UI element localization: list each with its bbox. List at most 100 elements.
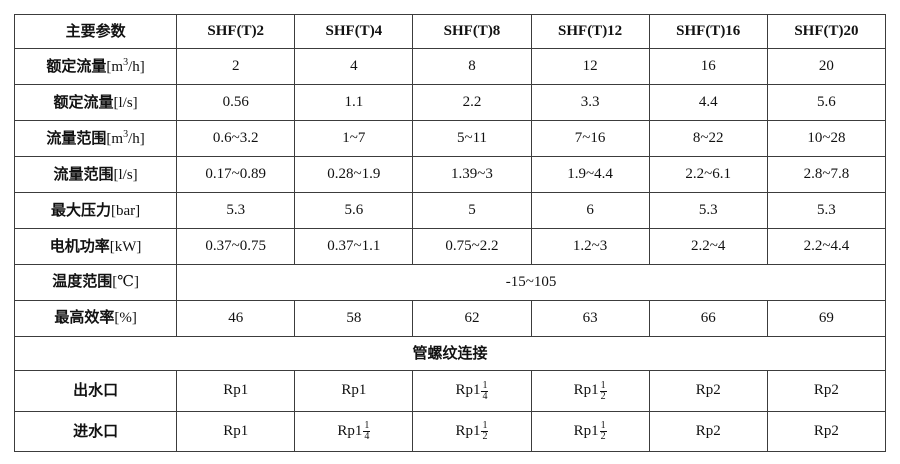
row-label-rated-flow-m3h: 额定流量[m3/h] bbox=[13, 48, 178, 86]
cell-max-efficiency-pct-m20: 69 bbox=[766, 300, 887, 338]
label-unit: [℃] bbox=[112, 274, 139, 291]
row-label-max-efficiency-pct: 最高效率[%] bbox=[13, 300, 178, 338]
cell-max-efficiency-pct-m8: 62 bbox=[412, 300, 532, 338]
specification-table: 主要参数 SHF(T)2 SHF(T)4 SHF(T)8 SHF(T)12 SHF(T)1… bbox=[13, 13, 887, 453]
row-label-max-pressure-bar: 最大压力[bar] bbox=[13, 192, 178, 230]
row-label-motor-power-kw: 电机功率[kW] bbox=[13, 228, 178, 266]
fraction-denominator: 2 bbox=[482, 430, 488, 442]
thread-size: Rp1 1 4 bbox=[337, 420, 371, 442]
cell-rated-flow-ls-m20: 5.6 bbox=[766, 84, 887, 122]
cell-water-outlet-m16: Rp2 bbox=[648, 370, 768, 412]
cell-flow-range-ls-m8: 1.39~3 bbox=[412, 156, 532, 194]
label-unit-close: /h] bbox=[128, 130, 145, 147]
label-text: 最高效率 bbox=[54, 309, 115, 327]
column-header-m2: SHF(T)2 bbox=[176, 13, 296, 50]
table-header-row: 主要参数 SHF(T)2 SHF(T)4 SHF(T)8 SHF(T)12 SHF(T)1… bbox=[13, 13, 887, 50]
table-row: 电机功率[kW] 0.37~0.75 0.37~1.1 0.75~2.2 1.2~3 2.… bbox=[13, 228, 887, 266]
cell-flow-range-ls-m4: 0.28~1.9 bbox=[294, 156, 414, 194]
cell-motor-power-kw-m20: 2.2~4.4 bbox=[766, 228, 887, 266]
fraction-numerator: 1 bbox=[481, 419, 489, 432]
cell-water-inlet-m4: Rp1 1 4 bbox=[294, 410, 414, 453]
cell-flow-range-m3h-m20: 10~28 bbox=[766, 120, 887, 158]
cell-max-efficiency-pct-m12: 63 bbox=[530, 300, 650, 338]
row-label-rated-flow-ls: 额定流量[l/s] bbox=[13, 84, 178, 122]
cell-max-efficiency-pct-m2: 46 bbox=[176, 300, 296, 338]
cell-flow-range-m3h-m2: 0.6~3.2 bbox=[176, 120, 296, 158]
cell-temperature-range-span: -15~105 bbox=[176, 264, 886, 302]
thread-size: Rp1 1 2 bbox=[573, 419, 607, 442]
label-text: 额定流量 bbox=[53, 93, 114, 111]
label-text: 最大压力 bbox=[51, 201, 112, 219]
cell-rated-flow-ls-m4: 1.1 bbox=[294, 84, 414, 122]
cell-flow-range-m3h-m12: 7~16 bbox=[530, 120, 650, 158]
cell-water-inlet-m16: Rp2 bbox=[648, 410, 768, 453]
cell-rated-flow-m3h-m16: 16 bbox=[648, 48, 768, 86]
thread-size: Rp2 bbox=[814, 423, 839, 440]
thread-base: Rp1 bbox=[573, 382, 599, 399]
thread-size: Rp2 bbox=[814, 382, 839, 399]
thread-base: Rp1 bbox=[223, 422, 249, 439]
fraction-denominator: 4 bbox=[482, 390, 488, 402]
unit-exponent: 3 bbox=[123, 128, 129, 140]
label-text: 温度范围 bbox=[52, 273, 113, 291]
label-text: 电机功率 bbox=[49, 237, 110, 255]
thread-base: Rp1 bbox=[223, 382, 249, 399]
cell-flow-range-ls-m12: 1.9~4.4 bbox=[530, 156, 650, 194]
cell-rated-flow-ls-m8: 2.2 bbox=[412, 84, 532, 122]
thread-base: Rp1 bbox=[455, 422, 481, 439]
cell-rated-flow-m3h-m8: 8 bbox=[412, 48, 532, 86]
section-title-thread-connection: 管螺纹连接 bbox=[14, 336, 886, 372]
column-header-m20: SHF(T)20 bbox=[766, 13, 887, 50]
thread-size: Rp1 bbox=[341, 382, 366, 399]
cell-motor-power-kw-m8: 0.75~2.2 bbox=[412, 228, 532, 266]
thread-base: Rp2 bbox=[695, 422, 721, 439]
table-row: 出水口 Rp1 Rp1 Rp1 1 4 Rp1 1 2 Rp2 Rp2 bbox=[13, 370, 887, 412]
thread-size: Rp1 bbox=[223, 382, 248, 399]
cell-flow-range-m3h-m8: 5~11 bbox=[412, 120, 532, 158]
cell-water-outlet-m12: Rp1 1 2 bbox=[530, 370, 650, 412]
thread-base: Rp1 bbox=[337, 422, 363, 439]
label-unit: [kW] bbox=[109, 238, 142, 255]
thread-size: Rp1 1 2 bbox=[573, 379, 607, 402]
column-header-m12: SHF(T)12 bbox=[530, 13, 650, 50]
table-row: 额定流量[l/s] 0.56 1.1 2.2 3.3 4.4 5.6 bbox=[13, 84, 887, 122]
column-header-m4: SHF(T)4 bbox=[294, 13, 414, 50]
cell-flow-range-ls-m16: 2.2~6.1 bbox=[648, 156, 768, 194]
thread-base: Rp1 bbox=[573, 422, 599, 439]
cell-rated-flow-m3h-m20: 20 bbox=[766, 48, 887, 86]
fraction-numerator: 1 bbox=[599, 419, 607, 432]
table-row: 流量范围[m3/h] 0.6~3.2 1~7 5~11 7~16 8~22 10~28 bbox=[13, 120, 887, 158]
row-label-flow-range-ls: 流量范围[l/s] bbox=[13, 156, 178, 194]
row-label-water-outlet: 出水口 bbox=[13, 370, 178, 412]
cell-max-efficiency-pct-m4: 58 bbox=[294, 300, 414, 338]
fraction-numerator: 1 bbox=[599, 379, 607, 392]
cell-max-pressure-bar-m20: 5.3 bbox=[766, 192, 887, 230]
cell-max-pressure-bar-m12: 6 bbox=[530, 192, 650, 230]
cell-water-inlet-m8: Rp1 1 2 bbox=[412, 410, 532, 453]
fraction-numerator: 1 bbox=[481, 379, 489, 392]
fraction-denominator: 2 bbox=[600, 390, 606, 402]
cell-rated-flow-m3h-m12: 12 bbox=[530, 48, 650, 86]
cell-water-outlet-m8: Rp1 1 4 bbox=[412, 370, 532, 412]
label-unit: [bar] bbox=[111, 202, 141, 219]
section-title-row: 管螺纹连接 bbox=[14, 336, 886, 372]
cell-rated-flow-m3h-m2: 2 bbox=[176, 48, 296, 86]
cell-max-pressure-bar-m16: 5.3 bbox=[648, 192, 768, 230]
label-unit: [l/s] bbox=[113, 166, 138, 183]
thread-size: Rp1 1 2 bbox=[455, 419, 489, 442]
cell-water-outlet-m2: Rp1 bbox=[176, 370, 296, 412]
cell-max-pressure-bar-m4: 5.6 bbox=[294, 192, 414, 230]
cell-water-inlet-m20: Rp2 bbox=[766, 410, 887, 453]
label-unit: [%] bbox=[114, 310, 137, 327]
thread-base: Rp1 bbox=[341, 382, 367, 399]
cell-water-outlet-m4: Rp1 bbox=[294, 370, 414, 412]
label-unit: [m3/h] bbox=[106, 128, 145, 147]
label-unit-close: /h] bbox=[128, 58, 145, 75]
table-row: 进水口 Rp1 Rp1 1 4 Rp1 1 2 Rp1 1 2 Rp2 Rp2 bbox=[13, 410, 887, 453]
cell-rated-flow-ls-m12: 3.3 bbox=[530, 84, 650, 122]
